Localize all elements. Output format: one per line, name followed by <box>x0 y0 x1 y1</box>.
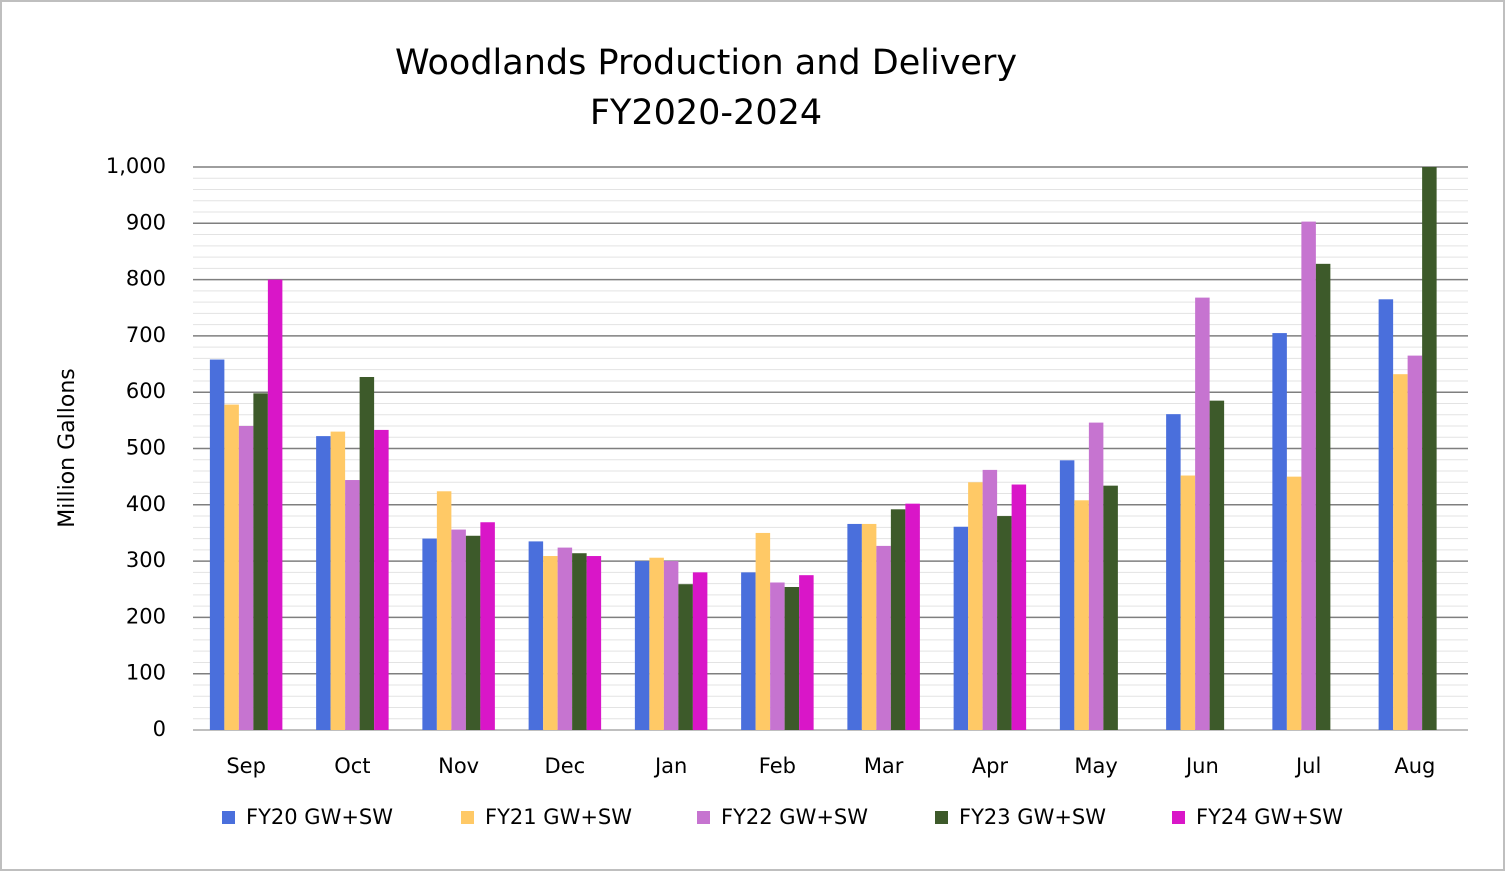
legend-swatch <box>461 811 474 824</box>
legend-label: FY23 GW+SW <box>959 805 1106 829</box>
legend-swatch <box>1172 811 1185 824</box>
bar <box>451 529 466 730</box>
bar <box>634 561 650 730</box>
bar <box>847 523 862 730</box>
bar <box>861 523 877 730</box>
bar <box>253 393 268 730</box>
bar <box>1422 167 1437 730</box>
bar <box>755 532 771 730</box>
y-tick-label: 900 <box>126 210 166 234</box>
bar <box>1103 485 1118 730</box>
bar <box>543 556 558 730</box>
chart-subtitle: FY2020-2024 <box>590 93 822 133</box>
bar <box>209 359 225 730</box>
y-tick-label: 200 <box>126 604 166 628</box>
bar <box>330 431 346 730</box>
legend-label: FY24 GW+SW <box>1196 805 1343 829</box>
bar <box>799 575 814 730</box>
legend-label: FY22 GW+SW <box>721 805 868 829</box>
bar <box>982 469 998 730</box>
bar <box>741 572 756 730</box>
bar <box>1315 263 1331 730</box>
bar <box>1286 476 1302 730</box>
bar <box>663 561 679 730</box>
y-tick-label: 800 <box>126 267 166 291</box>
bar <box>1209 400 1225 730</box>
legend-swatch <box>697 811 710 824</box>
bar <box>1378 299 1394 730</box>
bar <box>422 538 437 730</box>
bar <box>480 522 495 730</box>
bar <box>1195 297 1210 730</box>
x-tick-label: Feb <box>759 754 796 778</box>
bar <box>1166 414 1181 730</box>
y-tick-label: 0 <box>153 717 166 741</box>
bar <box>784 586 800 730</box>
legend-label: FY21 GW+SW <box>485 805 632 829</box>
bar <box>1407 355 1423 730</box>
bar <box>692 572 708 730</box>
bar <box>267 279 283 730</box>
bar <box>890 509 906 730</box>
bar <box>316 436 331 730</box>
bar <box>224 404 239 730</box>
bar <box>968 482 983 730</box>
bar <box>359 376 375 730</box>
bar <box>1301 221 1316 730</box>
bar <box>1088 422 1104 730</box>
x-tick-label: Apr <box>972 754 1009 778</box>
bar <box>1011 484 1027 730</box>
x-tick-label: Oct <box>334 754 370 778</box>
bar <box>528 541 544 730</box>
x-tick-label: May <box>1074 754 1117 778</box>
x-tick-label: Nov <box>438 754 479 778</box>
y-axis-title: Million Gallons <box>55 368 80 527</box>
bar <box>238 425 254 730</box>
bar <box>436 491 452 730</box>
x-tick-label: Jan <box>653 754 687 778</box>
y-tick-label: 700 <box>126 323 166 347</box>
y-tick-label: 500 <box>126 436 166 460</box>
x-tick-label: Mar <box>864 754 904 778</box>
bar <box>997 516 1012 730</box>
y-tick-label: 100 <box>126 661 166 685</box>
bar <box>905 503 920 730</box>
x-tick-label: Sep <box>226 754 266 778</box>
bar <box>345 480 360 730</box>
y-tick-label: 600 <box>126 379 166 403</box>
x-tick-label: Jun <box>1184 754 1219 778</box>
legend-swatch <box>222 811 235 824</box>
bar <box>1180 475 1196 730</box>
x-tick-label: Jul <box>1294 754 1321 778</box>
bar <box>1074 500 1089 730</box>
legend-label: FY20 GW+SW <box>246 805 393 829</box>
bar <box>374 429 389 730</box>
chart-title: Woodlands Production and Delivery <box>395 43 1017 83</box>
bar <box>586 556 602 730</box>
bar <box>876 545 891 730</box>
bar <box>557 547 573 730</box>
bar <box>1059 460 1075 730</box>
bar <box>649 557 664 730</box>
bar <box>572 553 587 730</box>
y-tick-label: 300 <box>126 548 166 572</box>
bar <box>770 582 785 730</box>
x-tick-label: Aug <box>1394 754 1435 778</box>
bar <box>678 584 693 730</box>
bar <box>953 526 969 730</box>
y-tick-label: 400 <box>126 492 166 516</box>
y-tick-label: 1,000 <box>106 154 166 178</box>
legend-swatch <box>935 811 948 824</box>
bar <box>1272 333 1287 730</box>
bar <box>1393 374 1408 730</box>
bar <box>465 535 481 730</box>
x-tick-label: Dec <box>545 754 586 778</box>
